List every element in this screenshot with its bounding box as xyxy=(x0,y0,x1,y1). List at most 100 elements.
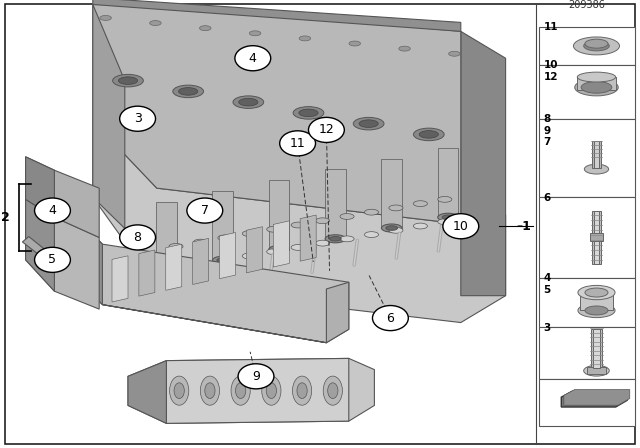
FancyBboxPatch shape xyxy=(587,367,606,375)
Text: 10: 10 xyxy=(453,220,468,233)
FancyBboxPatch shape xyxy=(594,211,599,264)
Polygon shape xyxy=(438,148,458,217)
Ellipse shape xyxy=(413,128,444,141)
Ellipse shape xyxy=(269,246,289,254)
Polygon shape xyxy=(139,250,155,296)
Ellipse shape xyxy=(299,36,310,41)
Ellipse shape xyxy=(118,77,138,84)
Ellipse shape xyxy=(584,366,609,376)
Ellipse shape xyxy=(293,107,324,119)
FancyBboxPatch shape xyxy=(539,327,635,379)
Circle shape xyxy=(235,46,271,71)
FancyBboxPatch shape xyxy=(592,141,601,168)
Text: 4
5: 4 5 xyxy=(543,273,551,295)
Ellipse shape xyxy=(399,46,410,51)
Polygon shape xyxy=(269,180,289,250)
FancyBboxPatch shape xyxy=(594,141,599,168)
Text: 6: 6 xyxy=(543,193,550,202)
FancyBboxPatch shape xyxy=(591,328,602,368)
Polygon shape xyxy=(246,227,262,273)
Ellipse shape xyxy=(156,267,177,275)
Ellipse shape xyxy=(292,376,312,405)
Text: 3: 3 xyxy=(134,112,141,125)
Ellipse shape xyxy=(330,237,341,241)
Text: 11: 11 xyxy=(543,22,558,32)
Ellipse shape xyxy=(193,239,207,245)
Ellipse shape xyxy=(262,376,281,405)
Ellipse shape xyxy=(381,224,402,232)
Ellipse shape xyxy=(212,256,233,264)
Text: 6: 6 xyxy=(387,311,394,325)
Circle shape xyxy=(280,131,316,156)
Polygon shape xyxy=(26,199,99,309)
Ellipse shape xyxy=(243,231,257,237)
Polygon shape xyxy=(112,256,128,302)
FancyBboxPatch shape xyxy=(539,65,635,119)
Text: 11: 11 xyxy=(290,137,305,150)
Polygon shape xyxy=(381,159,402,228)
Ellipse shape xyxy=(364,209,378,215)
Text: 8: 8 xyxy=(134,231,141,244)
Polygon shape xyxy=(54,195,102,305)
Text: 209386: 209386 xyxy=(568,0,605,10)
Ellipse shape xyxy=(449,51,460,56)
Ellipse shape xyxy=(585,288,608,297)
Polygon shape xyxy=(273,221,289,267)
Ellipse shape xyxy=(585,39,608,48)
Ellipse shape xyxy=(100,15,111,20)
Ellipse shape xyxy=(169,266,183,271)
Polygon shape xyxy=(93,4,461,224)
Ellipse shape xyxy=(419,131,438,138)
Polygon shape xyxy=(93,4,125,228)
Polygon shape xyxy=(26,157,99,237)
Circle shape xyxy=(35,198,70,223)
Ellipse shape xyxy=(217,258,228,263)
FancyBboxPatch shape xyxy=(539,119,635,197)
Ellipse shape xyxy=(218,235,232,241)
Ellipse shape xyxy=(577,72,616,82)
Text: 7: 7 xyxy=(201,204,209,217)
Circle shape xyxy=(187,198,223,223)
Polygon shape xyxy=(212,191,233,260)
Ellipse shape xyxy=(239,99,258,106)
Polygon shape xyxy=(325,169,346,239)
Ellipse shape xyxy=(323,376,342,405)
Ellipse shape xyxy=(291,245,305,250)
Ellipse shape xyxy=(349,41,360,46)
Ellipse shape xyxy=(573,37,620,55)
Ellipse shape xyxy=(575,79,618,96)
Ellipse shape xyxy=(200,26,211,30)
Text: 5: 5 xyxy=(49,253,56,267)
FancyBboxPatch shape xyxy=(539,379,635,426)
Polygon shape xyxy=(564,389,630,405)
Ellipse shape xyxy=(584,164,609,174)
Ellipse shape xyxy=(364,232,378,237)
Ellipse shape xyxy=(236,383,246,399)
Ellipse shape xyxy=(386,226,397,230)
Text: –1: –1 xyxy=(516,220,531,233)
Polygon shape xyxy=(102,282,349,343)
Ellipse shape xyxy=(359,120,378,127)
Ellipse shape xyxy=(161,269,172,273)
Polygon shape xyxy=(54,195,349,343)
Polygon shape xyxy=(561,392,627,407)
Ellipse shape xyxy=(205,383,215,399)
Polygon shape xyxy=(461,31,506,296)
Ellipse shape xyxy=(578,303,615,318)
Polygon shape xyxy=(22,237,58,264)
Polygon shape xyxy=(156,202,177,271)
Polygon shape xyxy=(93,121,506,323)
Circle shape xyxy=(372,306,408,331)
Ellipse shape xyxy=(413,201,428,207)
Ellipse shape xyxy=(218,257,232,263)
FancyBboxPatch shape xyxy=(592,211,601,264)
Ellipse shape xyxy=(174,383,184,399)
Ellipse shape xyxy=(170,376,189,405)
Polygon shape xyxy=(193,238,209,284)
Circle shape xyxy=(443,214,479,239)
Circle shape xyxy=(308,117,344,142)
Ellipse shape xyxy=(233,96,264,108)
Polygon shape xyxy=(128,358,374,423)
Polygon shape xyxy=(26,157,54,217)
Circle shape xyxy=(120,106,156,131)
